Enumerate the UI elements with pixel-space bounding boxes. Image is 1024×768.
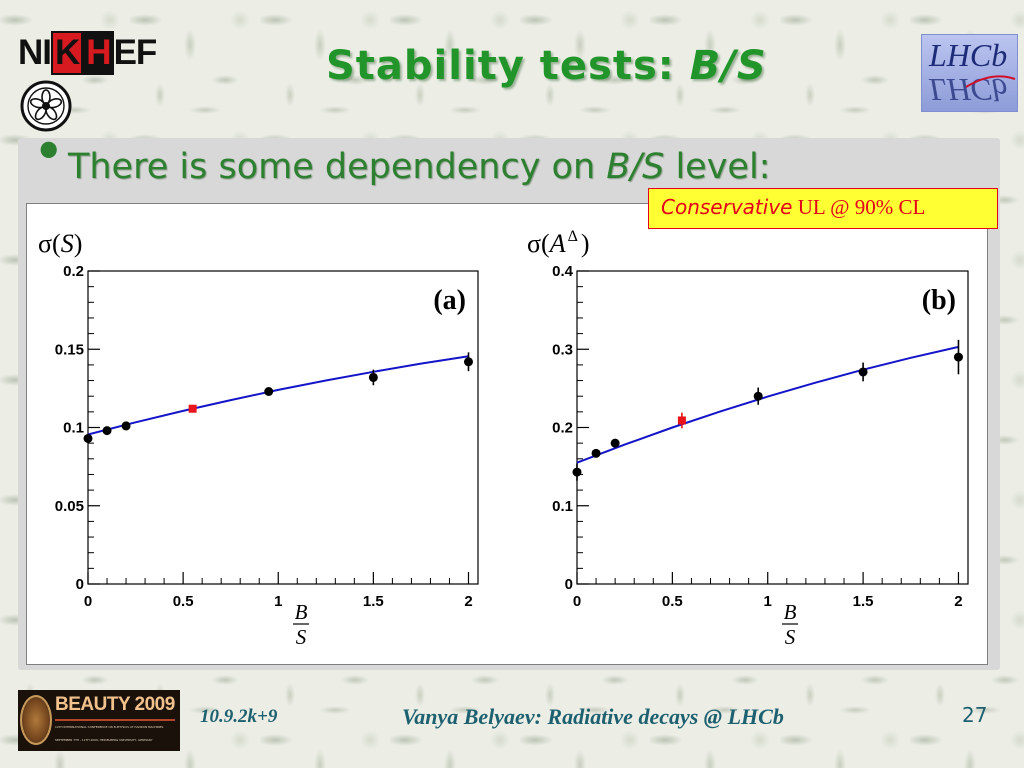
- x-tick-label: 1: [274, 593, 282, 610]
- bullet-icon: •: [34, 124, 64, 178]
- x-tick-label: 0.5: [662, 593, 683, 610]
- fit-curve: [576, 345, 959, 464]
- x-axis-title: BS: [293, 600, 309, 649]
- data-point: [102, 426, 112, 436]
- x-tick-label: 2: [954, 593, 962, 610]
- data-point-highlight: [188, 404, 197, 413]
- nikhef-logo-part: K: [51, 31, 84, 75]
- panel-label: (a): [433, 285, 466, 316]
- y-axis-title: σ(S): [38, 229, 82, 258]
- data-point: [463, 357, 473, 367]
- bullet-text-end: level:: [664, 147, 771, 187]
- chart-panel-1: σ(S)00.050.10.150.20 0.5 1 1.5 2(a)BS: [38, 229, 479, 649]
- page-number: 27: [962, 703, 988, 727]
- y-tick-label: 0.15: [55, 341, 84, 358]
- data-point: [121, 421, 131, 431]
- data-point: [264, 387, 274, 397]
- slide-title-italic: B/S: [689, 43, 767, 89]
- x-axis-title-numerator: B: [295, 600, 308, 624]
- x-axis-title-numerator: B: [784, 600, 797, 624]
- x-tick-label: 0: [84, 593, 92, 610]
- y-tick-label: 0.4: [552, 263, 574, 280]
- data-point: [610, 438, 620, 448]
- slide-title-text: Stability tests:: [326, 43, 690, 89]
- y-axis-title-superscript: Δ: [568, 228, 578, 245]
- plot-frame: [87, 270, 479, 585]
- nikhef-logo-part: NI: [18, 33, 52, 72]
- note-box-text: UL @ 90% CL: [792, 195, 926, 219]
- x-tick-label: 1: [764, 593, 772, 610]
- note-box-italic: Conservative: [661, 195, 793, 219]
- nikhef-logo: NI K H EF: [18, 30, 158, 76]
- y-tick-label: 0.2: [552, 420, 573, 437]
- data-point: [953, 352, 963, 362]
- y-axis-title: σ(A Δ): [527, 228, 590, 258]
- panel-label: (b): [922, 285, 956, 316]
- x-axis-title-denominator: S: [296, 625, 307, 649]
- footer-date: 10.9.2k+9: [200, 706, 278, 727]
- conference-logo-divider: [55, 719, 175, 721]
- data-point: [591, 448, 601, 458]
- conference-logo: BEAUTY 2009 12TH INTERNATIONAL CONFERENC…: [18, 690, 180, 751]
- data-point: [368, 372, 378, 382]
- x-tick-label: 0.5: [173, 593, 194, 610]
- fit-curve: [87, 355, 469, 436]
- conference-logo-line: 12TH INTERNATIONAL CONFERENCE ON B-PHYSI…: [55, 725, 164, 729]
- data-point-highlight: [677, 416, 686, 425]
- x-axis-title: BS: [782, 600, 798, 649]
- y-tick-label: 0.1: [552, 498, 573, 515]
- conference-logo-line: SEPTEMBER 7TH - 11TH 2009, HEIDELBERG UN…: [55, 738, 153, 742]
- y-tick-label: 0.05: [55, 498, 84, 515]
- bullet-text: There is some dependency on B/S level:: [68, 147, 770, 187]
- conference-seal-icon: [20, 695, 52, 745]
- nikhef-logo-part: EF: [113, 33, 158, 72]
- lhcb-logo: LHCb LHCb: [921, 34, 1018, 112]
- x-tick-label: 0: [573, 593, 581, 610]
- footer-talk-title: Vanya Belyaev: Radiative decays @ LHCb: [402, 704, 784, 729]
- y-tick-label: 0.1: [63, 420, 84, 437]
- y-tick-label: 0.3: [552, 341, 573, 358]
- x-tick-label: 1.5: [363, 593, 384, 610]
- nikhef-emblem-icon: [20, 80, 72, 132]
- data-point: [572, 467, 582, 477]
- y-axis-title-suffix: ): [581, 229, 590, 258]
- lhcb-logo-text: LHCb: [929, 37, 1008, 73]
- plot-frame: [576, 270, 969, 585]
- data-point: [858, 367, 868, 377]
- charts-figure: σ(S)00.050.10.150.20 0.5 1 1.5 2(a)BSσ(A Δ)00…: [38, 228, 969, 649]
- y-tick-label: 0.2: [63, 263, 84, 280]
- y-axis-title-symbol: S: [61, 229, 74, 258]
- note-box: Conservative UL @ 90% CL: [648, 188, 998, 229]
- x-axis-title-denominator: S: [785, 625, 796, 649]
- nikhef-logo-part: H: [83, 31, 114, 75]
- y-axis-title-symbol: A: [548, 229, 566, 258]
- y-tick-label: 0: [565, 576, 573, 593]
- x-tick-label: 1.5: [853, 593, 874, 610]
- y-axis-title-suffix: ): [74, 229, 83, 258]
- lhcb-swoosh-icon: [965, 75, 1016, 88]
- data-point: [753, 391, 763, 401]
- conference-logo-title: BEAUTY 2009: [55, 694, 175, 715]
- chart-panel-2: σ(A Δ) 0 0.1 0.2 0.3 0.4 0 0.5 1 1.5 2 (b) BS: [527, 228, 969, 649]
- bullet-text-start: There is some dependency on: [68, 147, 607, 187]
- bullet-text-italic: B/S: [606, 147, 665, 187]
- y-axis-title-prefix: σ(: [38, 229, 61, 258]
- x-tick-label: 2: [464, 593, 472, 610]
- slide-title: Stability tests: B/S: [326, 44, 767, 88]
- y-tick-label: 0: [76, 576, 84, 593]
- data-point: [83, 433, 93, 443]
- y-axis-title-prefix: σ(: [527, 229, 550, 258]
